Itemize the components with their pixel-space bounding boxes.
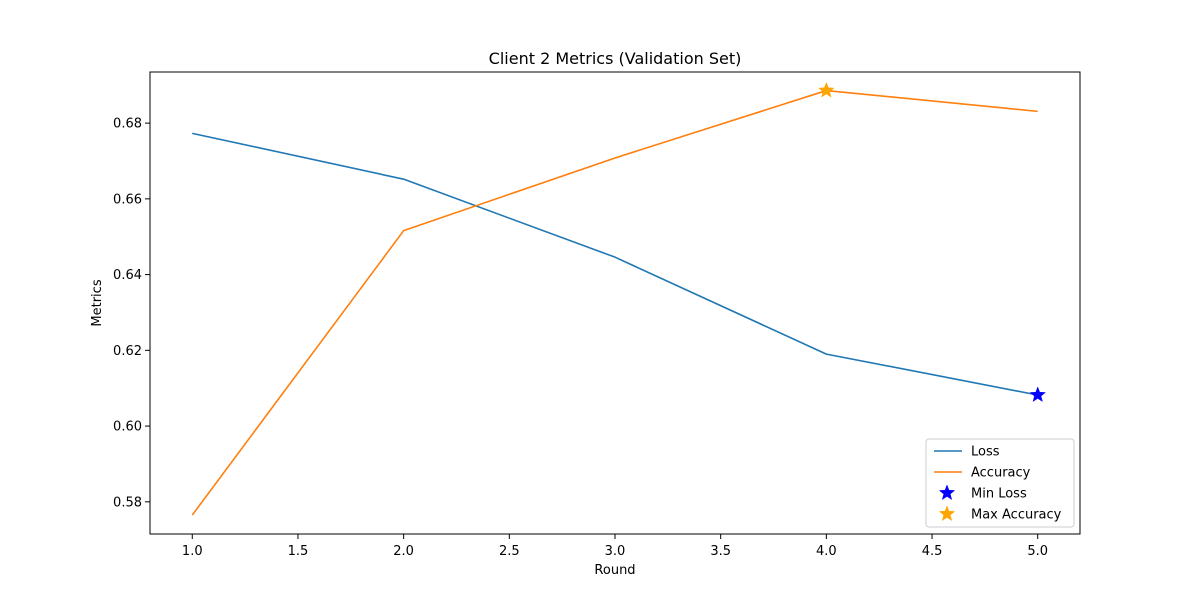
max-accuracy-star-icon <box>818 81 835 98</box>
x-tick-label: 5.0 <box>1027 544 1048 559</box>
y-tick-label: 0.58 <box>113 495 142 510</box>
y-tick-label: 0.60 <box>113 420 142 435</box>
y-tick-label: 0.68 <box>113 117 142 132</box>
legend-star-icon <box>938 505 956 522</box>
y-tick-label: 0.62 <box>113 344 142 359</box>
legend: Loss Accuracy Min Loss Max Accuracy <box>925 438 1075 528</box>
x-tick-label: 1.5 <box>288 544 309 559</box>
x-tick-label: 2.5 <box>499 544 520 559</box>
legend-star-icon <box>938 484 956 501</box>
x-tick-label: 4.0 <box>816 544 837 559</box>
legend-label: Loss <box>971 445 1000 460</box>
x-tick-label: 1.0 <box>182 544 203 559</box>
x-tick-label: 4.5 <box>922 544 943 559</box>
legend-label: Min Loss <box>971 487 1027 502</box>
x-axis-label: Round <box>594 563 635 578</box>
x-tick-label: 3.5 <box>710 544 731 559</box>
y-axis-label: Metrics <box>90 279 105 326</box>
legend-label: Accuracy <box>971 466 1031 481</box>
x-tick-label: 3.0 <box>605 544 626 559</box>
plot-series <box>191 89 1038 516</box>
chart-title: Client 2 Metrics (Validation Set) <box>489 49 742 68</box>
y-tick-label: 0.66 <box>113 192 142 207</box>
legend-box <box>925 438 1075 528</box>
x-axis: 1.0 1.5 2.0 2.5 3.0 3.5 4.0 4.5 5.0 <box>182 534 1048 559</box>
series-line-accuracy <box>191 89 1038 516</box>
legend-label: Max Accuracy <box>971 508 1062 523</box>
series-line-loss <box>192 132 1038 396</box>
min-loss-star-icon <box>1029 386 1047 403</box>
y-tick-label: 0.64 <box>113 268 142 283</box>
x-tick-label: 2.0 <box>393 544 414 559</box>
plot-markers <box>818 81 1047 403</box>
y-axis: 0.58 0.60 0.62 0.64 0.66 0.68 <box>113 117 150 510</box>
plot-frame <box>149 71 1081 535</box>
